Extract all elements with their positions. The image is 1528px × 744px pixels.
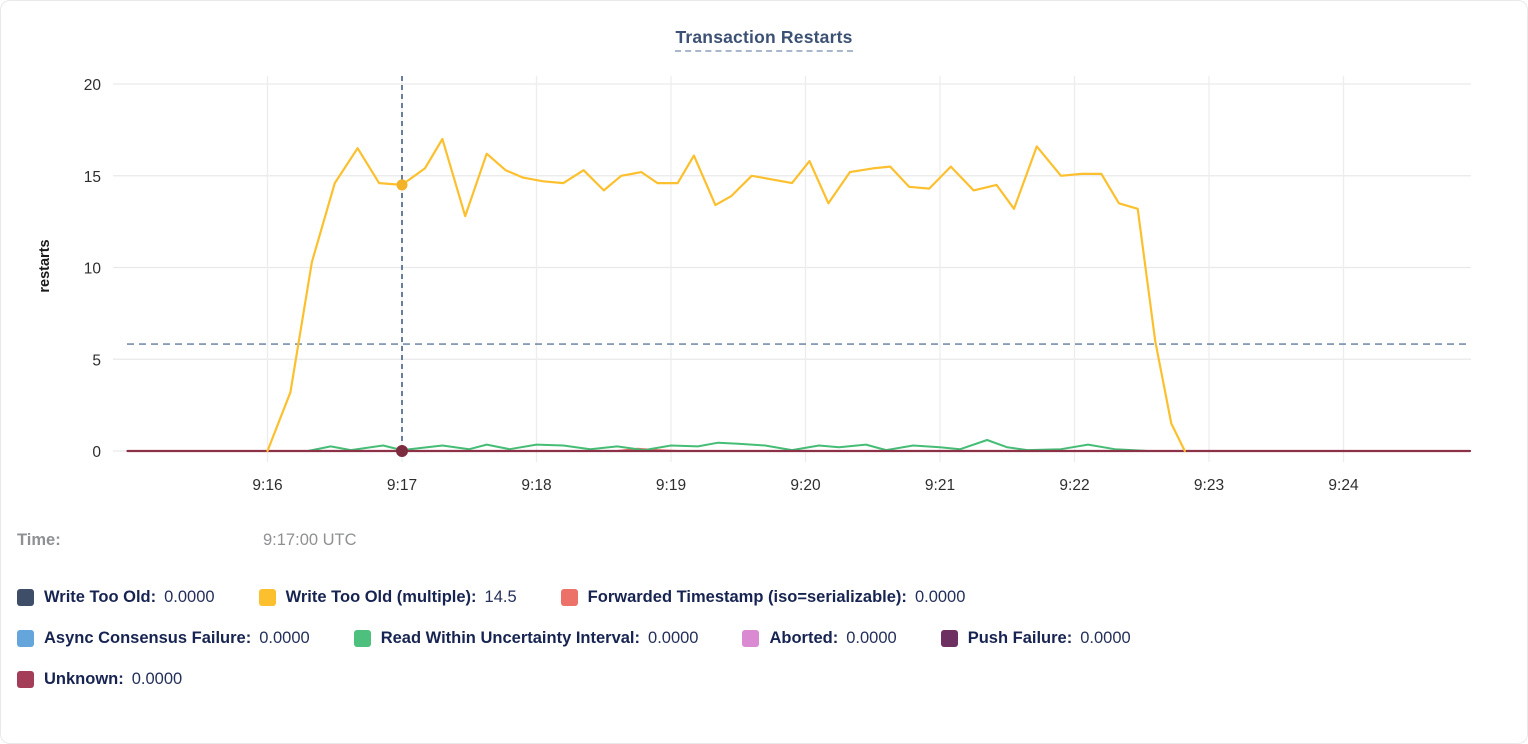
hover-time-row: Time: 9:17:00 UTC — [17, 531, 1527, 550]
x-tick-label: 9:16 — [252, 477, 282, 494]
crosshair-dot-unknown — [396, 445, 408, 457]
series-line-write-too-old-multiple — [266, 137, 1186, 453]
legend-label: Async Consensus Failure: — [44, 629, 252, 647]
legend-value: 0.0000 — [1080, 629, 1131, 647]
legend-value: 0.0000 — [914, 588, 966, 606]
legend-label: Read Within Uncertainty Interval: — [380, 629, 641, 647]
legend-value: 14.5 — [484, 588, 517, 606]
legend-label: Unknown: — [44, 670, 124, 688]
legend-swatch — [258, 589, 276, 606]
y-tick-label: 10 — [84, 261, 102, 278]
legend-label: Write Too Old: — [44, 588, 157, 606]
legend-item-read-within-uncertainty-interval: Read Within Uncertainty Interval: 0.0000 — [353, 629, 699, 648]
x-tick-label: 9:21 — [925, 477, 955, 494]
legend-row: Write Too Old: 0.0000 Write Too Old (mul… — [17, 588, 1511, 607]
legend-item-async-consensus-failure: Async Consensus Failure: 0.0000 — [17, 629, 310, 648]
legend-label: Push Failure: — [967, 629, 1073, 647]
chart-title[interactable]: Transaction Restarts — [675, 27, 853, 52]
legend-swatch — [17, 671, 34, 688]
legend-value: 0.0000 — [164, 588, 215, 606]
x-tick-label: 9:23 — [1194, 477, 1224, 494]
legend-row: Async Consensus Failure: 0.0000 Read Wit… — [17, 629, 1511, 648]
legend-swatch — [742, 630, 760, 647]
legend-item-forwarded-timestamp-iso-serializable: Forwarded Timestamp (iso=serializable): … — [560, 588, 966, 607]
legend-label: Aborted: — [769, 629, 839, 647]
legend-value: 0.0000 — [846, 629, 897, 647]
x-tick-label: 9:17 — [387, 477, 417, 494]
x-tick-label: 9:18 — [521, 477, 551, 494]
legend-swatch — [17, 630, 34, 647]
chart-legend: Write Too Old: 0.0000 Write Too Old (mul… — [17, 588, 1511, 689]
legend-value: 0.0000 — [648, 629, 699, 647]
chart-title-wrap: Transaction Restarts — [1, 1, 1527, 59]
y-tick-label: 20 — [84, 77, 102, 94]
x-tick-label: 9:22 — [1059, 477, 1089, 494]
legend-label: Write Too Old (multiple): — [285, 588, 477, 606]
legend-item-unknown: Unknown: 0.0000 — [17, 670, 182, 689]
legend-item-write-too-old-multiple: Write Too Old (multiple): 14.5 — [258, 588, 517, 607]
legend-swatch — [560, 589, 578, 606]
x-tick-label: 9:19 — [656, 477, 686, 494]
x-tick-label: 9:24 — [1328, 477, 1359, 494]
legend-item-write-too-old: Write Too Old: 0.0000 — [17, 588, 215, 607]
legend-item-push-failure: Push Failure: 0.0000 — [940, 629, 1131, 648]
legend-label: Forwarded Timestamp (iso=serializable): — [587, 588, 907, 606]
y-tick-label: 0 — [92, 444, 101, 461]
legend-row: Unknown: 0.0000 — [17, 670, 1511, 689]
legend-swatch — [17, 589, 34, 606]
legend-swatch — [353, 630, 371, 647]
transaction-restarts-chart[interactable]: 0 5 10 15 20 9:16 9:17 9:18 9:19 9:20 9:21 9:22 9:23… — [1, 59, 1528, 511]
y-tick-label: 5 — [92, 352, 101, 369]
x-tick-label: 9:20 — [790, 477, 821, 494]
hover-time-value: 9:17:00 UTC — [263, 531, 357, 549]
legend-item-aborted: Aborted: 0.0000 — [742, 629, 897, 648]
y-tick-label: 15 — [84, 169, 101, 186]
hover-time-label: Time: — [17, 531, 61, 549]
legend-value: 0.0000 — [131, 670, 183, 688]
series-line-read-within-uncertainty-interval — [306, 439, 1150, 452]
legend-swatch — [940, 630, 958, 647]
crosshair-dot-write-too-old-multiple — [396, 179, 408, 191]
y-axis-label: restarts — [37, 239, 53, 292]
legend-value: 0.0000 — [259, 629, 310, 647]
